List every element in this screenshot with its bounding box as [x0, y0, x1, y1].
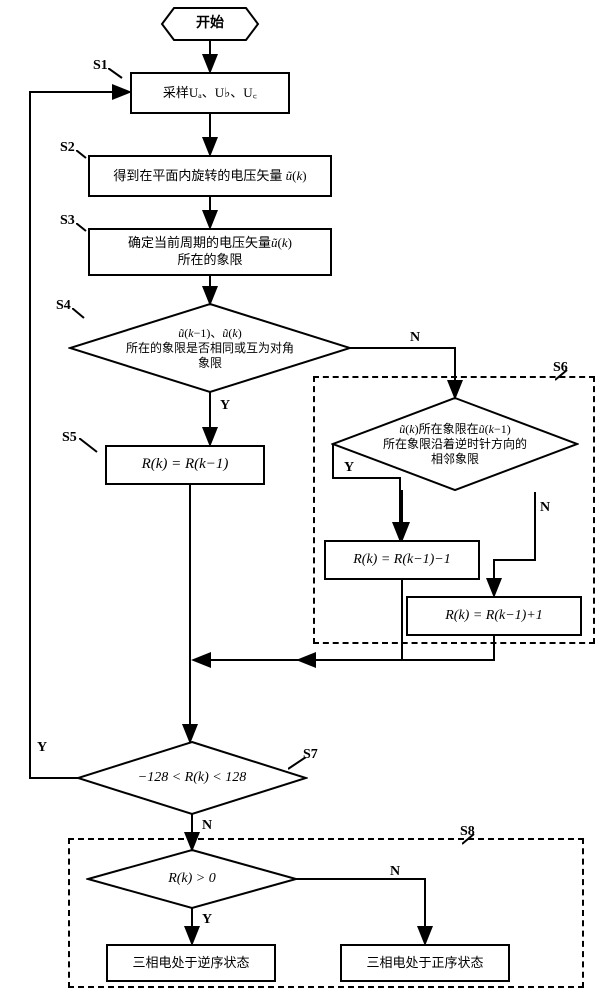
s8-y-label: Y: [202, 912, 212, 928]
s1-step-label: S1: [93, 58, 108, 74]
start-node: 开始: [160, 8, 260, 40]
s4-n-label: N: [410, 330, 420, 346]
s7-decision: −128 < R(k) < 128: [76, 740, 308, 816]
s3-step-label: S3: [60, 213, 75, 229]
s2-step-label: S2: [60, 140, 75, 156]
s7-y-label: Y: [37, 740, 47, 756]
s1-process: 采样Uₐ、U♭、U꜀: [130, 72, 290, 114]
start-label: 开始: [196, 15, 224, 33]
s4-text: ũ(k−1)、ũ(k) 所在的象限是否相同或互为对角 象限: [111, 326, 309, 371]
flowchart-canvas: 开始 S1 采样Uₐ、U♭、U꜀ S2 得到在平面内旋转的电压矢量 ũ(k) S…: [0, 0, 609, 1000]
s7-n-label: N: [202, 818, 212, 834]
s8-text: R(k) > 0: [153, 870, 231, 888]
s7-text: −128 < R(k) < 128: [123, 769, 261, 787]
s5-process: R(k) = R(k−1): [105, 445, 265, 485]
s6-decision: ũ(k)所在象限在ũ(k−1) 所在象限沿着逆时针方向的 相邻象限: [331, 396, 579, 492]
s5-step-label: S5: [62, 430, 77, 446]
result-reverse: 三相电处于逆序状态: [106, 944, 276, 982]
s6-yes-process: R(k) = R(k−1)−1: [324, 540, 480, 580]
s3-process: 确定当前周期的电压矢量ũ(k) 所在的象限: [88, 228, 332, 276]
s6-no-text: R(k) = R(k−1)+1: [445, 607, 543, 625]
s6-yes-text: R(k) = R(k−1)−1: [353, 551, 451, 569]
result-reverse-text: 三相电处于逆序状态: [132, 955, 249, 972]
s6-n-label: N: [540, 500, 550, 516]
s8-decision: R(k) > 0: [86, 848, 298, 910]
s6-no-process: R(k) = R(k−1)+1: [406, 596, 582, 636]
s4-decision: ũ(k−1)、ũ(k) 所在的象限是否相同或互为对角 象限: [68, 302, 352, 394]
s2-text: 得到在平面内旋转的电压矢量 ũ(k): [113, 168, 306, 185]
s5-text: R(k) = R(k−1): [142, 455, 229, 475]
s8-n-label: N: [390, 864, 400, 880]
result-positive-text: 三相电处于正序状态: [366, 955, 483, 972]
s2-process: 得到在平面内旋转的电压矢量 ũ(k): [88, 155, 332, 197]
s4-y-label: Y: [220, 398, 230, 414]
s6-text: ũ(k)所在象限在ũ(k−1) 所在象限沿着逆时针方向的 相邻象限: [368, 422, 542, 467]
s3-text: 确定当前周期的电压矢量ũ(k) 所在的象限: [128, 235, 292, 269]
s1-text: 采样Uₐ、U♭、U꜀: [163, 85, 257, 102]
result-positive: 三相电处于正序状态: [340, 944, 510, 982]
s6-y-label: Y: [344, 460, 354, 476]
